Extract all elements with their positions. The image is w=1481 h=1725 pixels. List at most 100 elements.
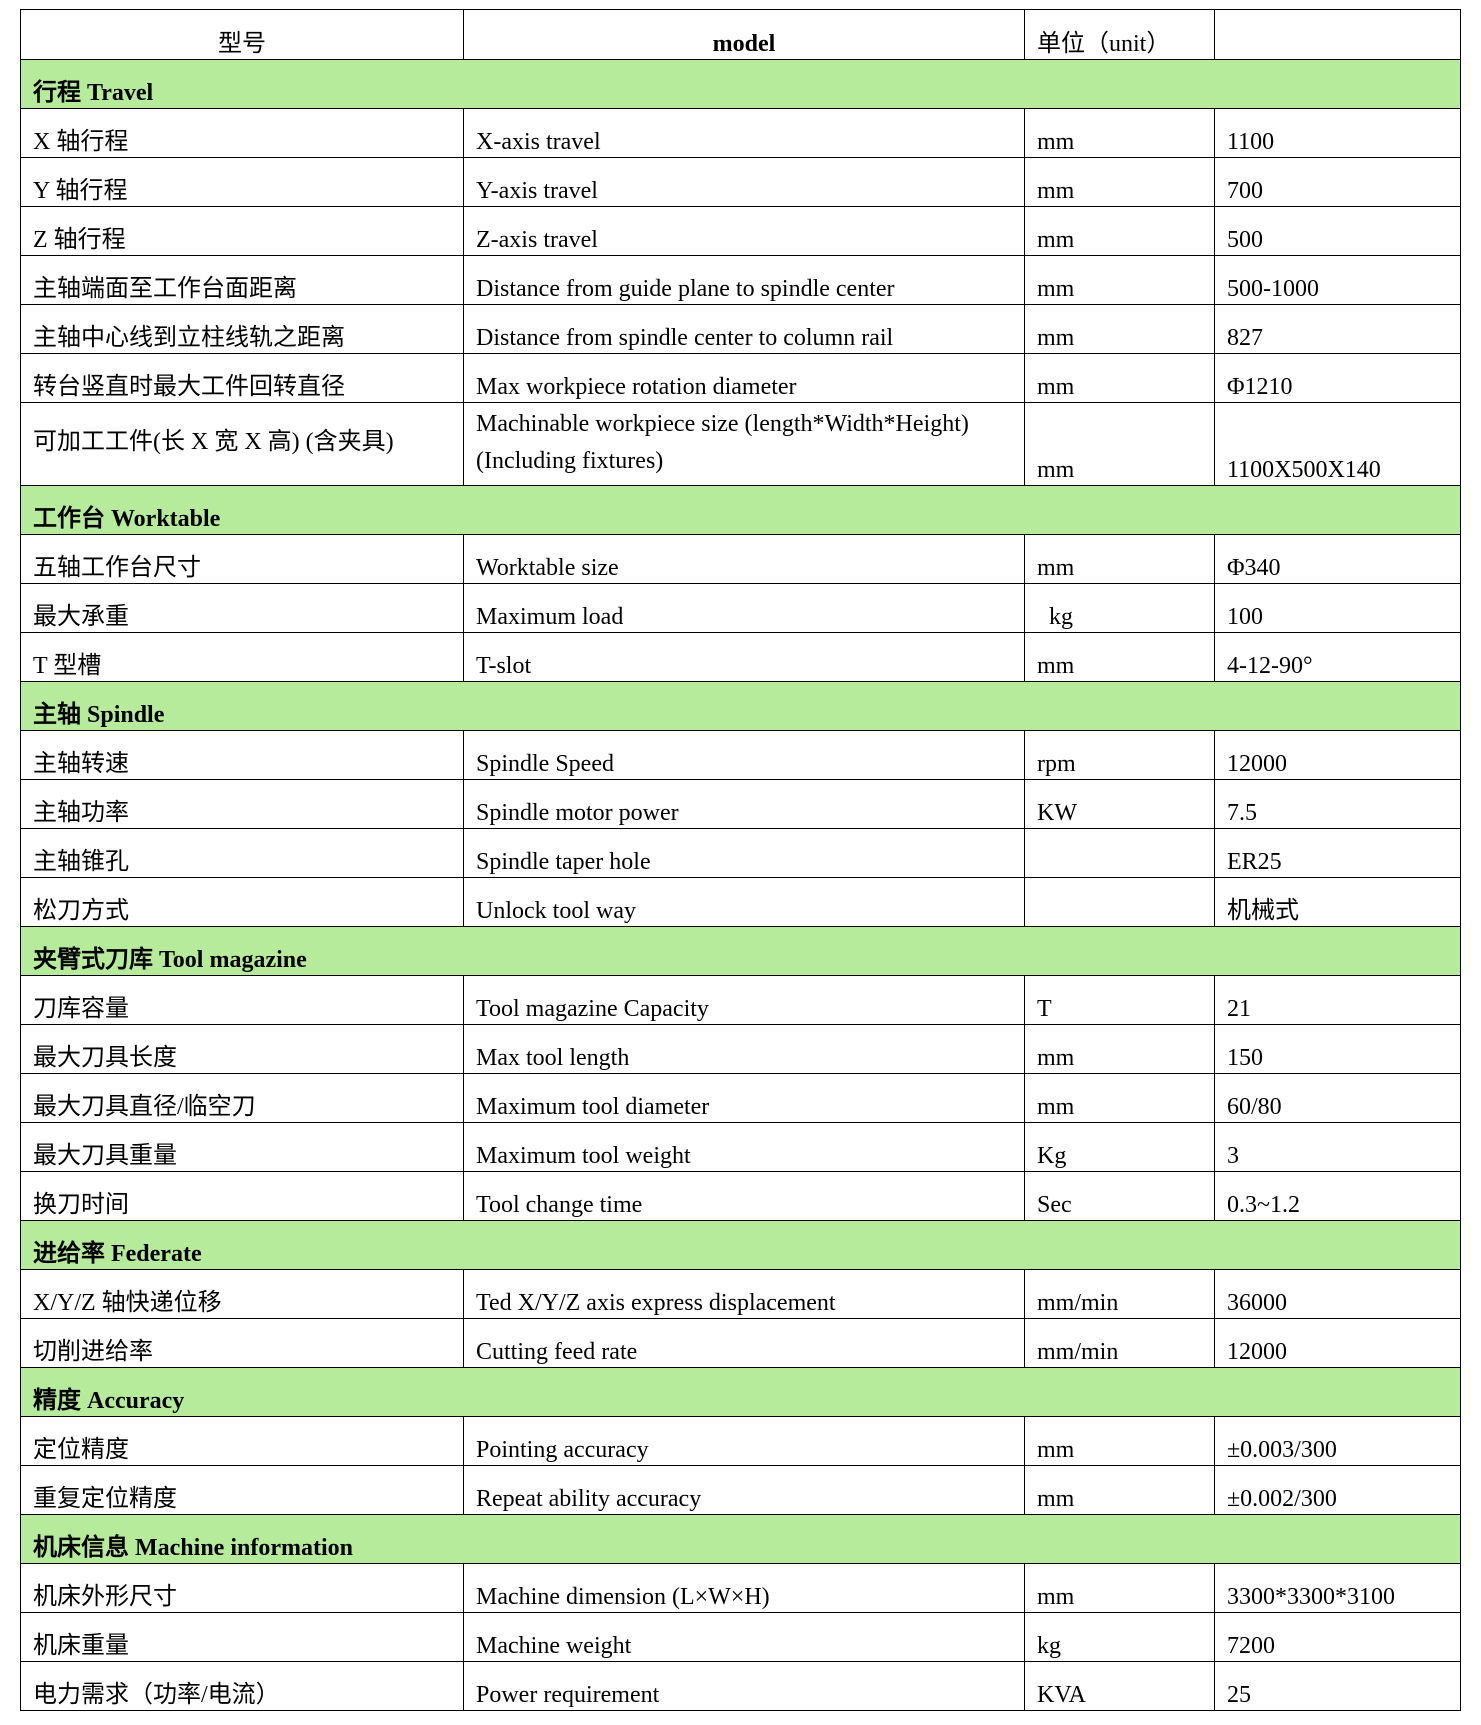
spec-row: Z 轴行程 Z-axis travel mm 500: [20, 206, 1461, 256]
spec-name-cn: 机床外形尺寸: [20, 1563, 464, 1613]
spec-row: 主轴锥孔 Spindle taper hole ER25: [20, 828, 1461, 878]
spec-name-cn: 五轴工作台尺寸: [20, 534, 464, 584]
spec-row: 松刀方式 Unlock tool way 机械式: [20, 877, 1461, 927]
spec-name-en: Distance from guide plane to spindle cen…: [463, 255, 1025, 305]
spec-name-en: Unlock tool way: [463, 877, 1025, 927]
spec-value: 60/80: [1214, 1073, 1461, 1123]
header-row: 型号 model 单位（unit）: [20, 9, 1461, 60]
spec-name-en: Worktable size: [463, 534, 1025, 584]
spec-value: 36000: [1214, 1269, 1461, 1319]
spec-unit: KW: [1024, 779, 1215, 829]
spec-name-cn: 机床重量: [20, 1612, 464, 1662]
spec-row: 五轴工作台尺寸 Worktable size mm Φ340: [20, 534, 1461, 584]
section-header-row: 夹臂式刀库 Tool magazine: [20, 926, 1461, 976]
spec-value: 12000: [1214, 730, 1461, 780]
spec-value: 150: [1214, 1024, 1461, 1074]
spec-unit: kg: [1024, 1612, 1215, 1662]
spec-name-en: Max tool length: [463, 1024, 1025, 1074]
spec-name-cn: 最大刀具重量: [20, 1122, 464, 1172]
spec-value: 827: [1214, 304, 1461, 354]
spec-unit: mm: [1024, 206, 1215, 256]
spec-row: 主轴中心线到立柱线轨之距离 Distance from spindle cente…: [20, 304, 1461, 354]
spec-row: 电力需求（功率/电流） Power requirement KVA 25: [20, 1661, 1461, 1711]
spec-unit: mm: [1024, 632, 1215, 682]
spec-unit: mm: [1024, 304, 1215, 354]
spec-name-cn: 转台竖直时最大工件回转直径: [20, 353, 464, 403]
spec-name-cn: 主轴功率: [20, 779, 464, 829]
spec-unit: mm: [1024, 1563, 1215, 1613]
spec-name-en: Spindle taper hole: [463, 828, 1025, 878]
spec-name-cn: 可加工工件(长 X 宽 X 高) (含夹具): [20, 402, 464, 486]
section-header-row: 主轴 Spindle: [20, 681, 1461, 731]
spec-unit: mm: [1024, 1073, 1215, 1123]
spec-name-en: Machine dimension (L×W×H): [463, 1563, 1025, 1613]
spec-row: 换刀时间 Tool change time Sec 0.3~1.2: [20, 1171, 1461, 1221]
spec-name-cn: 电力需求（功率/电流）: [20, 1661, 464, 1711]
spec-unit: mm/min: [1024, 1269, 1215, 1319]
spec-row: X/Y/Z 轴快递位移 Ted X/Y/Z axis express displa…: [20, 1269, 1461, 1319]
spec-name-en: Distance from spindle center to column r…: [463, 304, 1025, 354]
spec-value: 12000: [1214, 1318, 1461, 1368]
spec-value: 4-12-90°: [1214, 632, 1461, 682]
spec-unit: [1024, 877, 1215, 927]
spec-name-en: Tool magazine Capacity: [463, 975, 1025, 1025]
spec-unit: kg: [1024, 583, 1215, 633]
spec-row: 主轴端面至工作台面距离 Distance from guide plane to …: [20, 255, 1461, 305]
spec-unit: mm: [1024, 353, 1215, 403]
spec-name-cn: Y 轴行程: [20, 157, 464, 207]
spec-unit: mm: [1024, 255, 1215, 305]
spec-name-en: Spindle Speed: [463, 730, 1025, 780]
section-header-row: 机床信息 Machine information: [20, 1514, 1461, 1564]
spec-unit: mm: [1024, 157, 1215, 207]
spec-name-en: Tool change time: [463, 1171, 1025, 1221]
spec-unit: mm: [1024, 108, 1215, 158]
spec-name-cn: X 轴行程: [20, 108, 464, 158]
spec-value: 7.5: [1214, 779, 1461, 829]
spec-name-cn: 刀库容量: [20, 975, 464, 1025]
spec-value: 100: [1214, 583, 1461, 633]
spec-value: 500-1000: [1214, 255, 1461, 305]
spec-row: 机床重量 Machine weight kg 7200: [20, 1612, 1461, 1662]
spec-row: X 轴行程 X-axis travel mm 1100: [20, 108, 1461, 158]
spec-value: 3300*3300*3100: [1214, 1563, 1461, 1613]
spec-row: 主轴转速 Spindle Speed rpm 12000: [20, 730, 1461, 780]
header-unit: 单位（unit）: [1024, 9, 1215, 60]
spec-name-cn: Z 轴行程: [20, 206, 464, 256]
spec-name-en: Machinable workpiece size (length*Width*…: [463, 402, 1025, 486]
section-header-row: 工作台 Worktable: [20, 485, 1461, 535]
spec-value: 0.3~1.2: [1214, 1171, 1461, 1221]
section-title: 精度 Accuracy: [20, 1367, 1461, 1417]
spec-name-en: Maximum load: [463, 583, 1025, 633]
spec-row: T 型槽 T-slot mm 4-12-90°: [20, 632, 1461, 682]
spec-value: 500: [1214, 206, 1461, 256]
spec-value: ±0.003/300: [1214, 1416, 1461, 1466]
spec-row: 切削进给率 Cutting feed rate mm/min 12000: [20, 1318, 1461, 1368]
section-header-row: 行程 Travel: [20, 59, 1461, 109]
spec-value: 7200: [1214, 1612, 1461, 1662]
header-value: [1214, 9, 1461, 60]
spec-name-cn: T 型槽: [20, 632, 464, 682]
spec-unit: mm: [1024, 1465, 1215, 1515]
spec-value: 21: [1214, 975, 1461, 1025]
spec-row: 刀库容量 Tool magazine Capacity T 21: [20, 975, 1461, 1025]
spec-name-en: Repeat ability accuracy: [463, 1465, 1025, 1515]
section-title: 进给率 Federate: [20, 1220, 1461, 1270]
spec-row: 重复定位精度 Repeat ability accuracy mm ±0.002/30…: [20, 1465, 1461, 1515]
spec-value: 700: [1214, 157, 1461, 207]
spec-row: 主轴功率 Spindle motor power KW 7.5: [20, 779, 1461, 829]
spec-name-cn: 主轴端面至工作台面距离: [20, 255, 464, 305]
section-title: 行程 Travel: [20, 59, 1461, 109]
spec-unit: mm: [1024, 1416, 1215, 1466]
spec-row: 可加工工件(长 X 宽 X 高) (含夹具) Machinable workpie…: [20, 402, 1461, 486]
spec-name-en: Cutting feed rate: [463, 1318, 1025, 1368]
spec-row: 最大承重 Maximum load kg 100: [20, 583, 1461, 633]
spec-value: Φ1210: [1214, 353, 1461, 403]
spec-row: 最大刀具直径/临空刀 Maximum tool diameter mm 60/80: [20, 1073, 1461, 1123]
spec-name-cn: 切削进给率: [20, 1318, 464, 1368]
spec-value: ±0.002/300: [1214, 1465, 1461, 1515]
section-header-row: 进给率 Federate: [20, 1220, 1461, 1270]
spec-value: 机械式: [1214, 877, 1461, 927]
spec-name-en: Ted X/Y/Z axis express displacement: [463, 1269, 1025, 1319]
spec-name-en: Pointing accuracy: [463, 1416, 1025, 1466]
spec-unit: Kg: [1024, 1122, 1215, 1172]
